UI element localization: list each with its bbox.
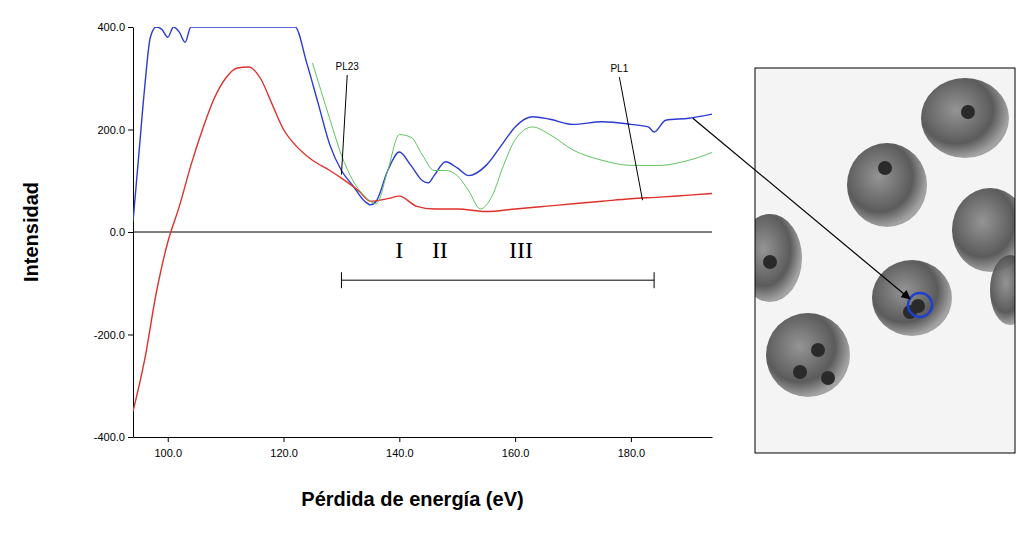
range-bar-end bbox=[654, 272, 655, 288]
zero-line bbox=[133, 232, 712, 233]
series-line bbox=[133, 27, 712, 222]
x-tick: 160.0 bbox=[502, 437, 530, 459]
cell bbox=[755, 214, 802, 302]
x-tick: 140.0 bbox=[386, 437, 414, 459]
x-tick-label: 140.0 bbox=[386, 447, 414, 459]
nucleus bbox=[878, 161, 892, 175]
x-tick-label: 160.0 bbox=[502, 447, 530, 459]
y-tick-mark bbox=[128, 335, 133, 336]
x-tick-label: 180.0 bbox=[618, 447, 646, 459]
nucleus bbox=[821, 371, 835, 385]
x-axis-title: Pérdida de energía (eV) bbox=[301, 488, 523, 510]
y-tick: -400.0 bbox=[94, 431, 133, 443]
annotation: II bbox=[432, 237, 448, 263]
x-tick: 100.0 bbox=[154, 437, 182, 459]
x-tick: 120.0 bbox=[270, 437, 298, 459]
cell bbox=[847, 143, 927, 227]
y-tick-label: 0.0 bbox=[110, 226, 125, 238]
micrograph-frame bbox=[755, 68, 1015, 453]
nucleus bbox=[763, 255, 777, 269]
pointer-arrow bbox=[693, 118, 910, 299]
y-tick-label: -200.0 bbox=[94, 329, 125, 341]
y-tick-mark bbox=[128, 27, 133, 28]
x-axis-line bbox=[134, 437, 713, 438]
y-tick-label: 400.0 bbox=[97, 21, 125, 33]
annotation: III bbox=[509, 237, 533, 263]
nucleus bbox=[961, 105, 975, 119]
y-tick-mark bbox=[128, 232, 133, 233]
series-line bbox=[133, 67, 712, 411]
range-bar-end bbox=[341, 272, 342, 288]
micrograph bbox=[738, 68, 1022, 453]
x-tick-mark bbox=[515, 437, 516, 442]
cells bbox=[755, 78, 1015, 397]
y-tick-label: -400.0 bbox=[94, 431, 125, 443]
y-tick-mark bbox=[128, 437, 133, 438]
plot-lines bbox=[133, 27, 712, 411]
x-tick-label: 120.0 bbox=[270, 447, 298, 459]
x-tick-mark bbox=[399, 437, 400, 442]
x-axis: 100.0 120.0 140.0 160.0 180.0 bbox=[134, 437, 713, 459]
annotation: PL1 bbox=[610, 63, 628, 74]
leader-line bbox=[341, 75, 347, 175]
cell bbox=[921, 78, 1009, 158]
x-tick-label: 100.0 bbox=[154, 447, 182, 459]
y-tick: -200.0 bbox=[94, 329, 133, 341]
probe-spot bbox=[908, 293, 932, 317]
y-tick: 0.0 bbox=[110, 226, 133, 238]
annotation: I bbox=[395, 237, 403, 263]
annotations: PL23PL1IIIIII bbox=[336, 61, 655, 288]
annotation: PL23 bbox=[336, 61, 360, 72]
chart: 100.0 120.0 140.0 160.0 180.0 -400.0 -200.0 0.0… bbox=[0, 0, 1022, 541]
range-bar bbox=[341, 280, 654, 281]
cell bbox=[872, 260, 952, 336]
x-tick: 180.0 bbox=[618, 437, 646, 459]
y-tick: 400.0 bbox=[97, 21, 133, 33]
y-tick-mark bbox=[128, 130, 133, 131]
y-tick: 200.0 bbox=[97, 124, 133, 136]
nucleus bbox=[793, 365, 807, 379]
x-tick-mark bbox=[168, 437, 169, 442]
leader-line bbox=[619, 77, 642, 200]
cell bbox=[766, 313, 850, 397]
cell bbox=[990, 255, 1015, 325]
nucleus bbox=[811, 343, 825, 357]
series-line bbox=[312, 63, 712, 209]
y-axis-line bbox=[133, 28, 134, 438]
x-tick-mark bbox=[631, 437, 632, 442]
y-tick-label: 200.0 bbox=[97, 124, 125, 136]
y-axis-title: Intensidad bbox=[20, 182, 42, 282]
y-axis: -400.0 -200.0 0.0 200.0 400.0 bbox=[94, 21, 134, 443]
x-tick-mark bbox=[284, 437, 285, 442]
